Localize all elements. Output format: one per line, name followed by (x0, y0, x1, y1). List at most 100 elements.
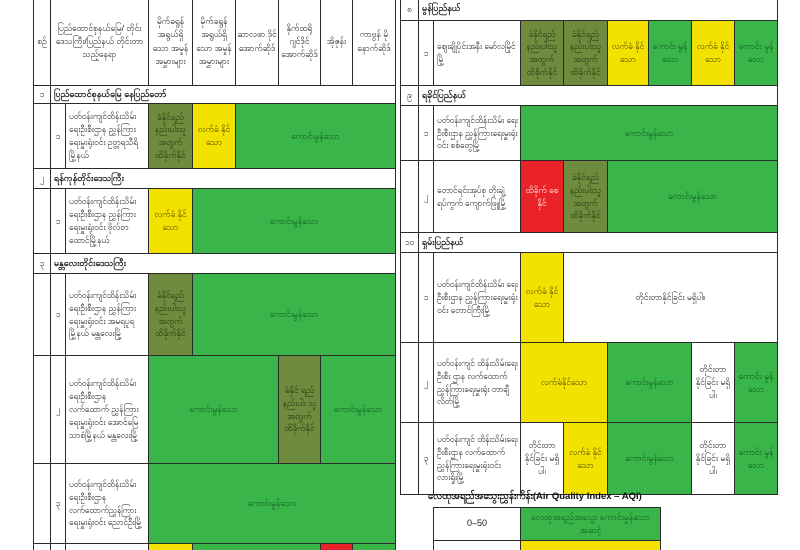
aqi-status-cell: တိုင်းတာ နိုင်ခြင်း မရှိပါ၊ (691, 422, 735, 495)
section-number: ၈ (400, 0, 419, 21)
empty-cell (33, 273, 51, 356)
aqi-status-cell: ကောင်း မွန် သော (648, 20, 692, 86)
data-row: ၁ ပတ်ဝန်းကျင်ထိန်းသိမ်း ရေးဦးစီးဌာန ညွှန… (400, 252, 779, 343)
col-header-pm10: မိုက်ခရွန် အရွယ်ရှိ သော အမှုန် အမွှားမျာ… (148, 0, 194, 86)
row-number: ၂ (418, 160, 434, 233)
section-name: ရန်ကုန်တိုင်းဒေသကြီး (49, 168, 397, 189)
location-cell: ဈေးချိုပိုင်းအနီး မော်လမြိုင်မြို့ (433, 20, 521, 86)
empty-cell (33, 103, 51, 169)
row-number: ၁ (50, 103, 66, 169)
aqi-status-cell: ကောင်း မွန် သော (733, 342, 779, 423)
table-header-row: စဉ် ပြည်ထောင်စုနယ်မြေ/ တိုင်းဒေသကြီး/ပြည… (33, 0, 397, 86)
data-row: ၂ ပတ်ဝန်းကျင်ထိန်းသိမ်း ရေးဦးစီးဌာန လက်ထ… (33, 355, 397, 464)
aqi-status-cell: လက်ခံ နိုင်သော (607, 20, 649, 86)
data-row: ၁ ပတ်ဝန်းကျင်ထိန်းသိမ်း ရေးဦးစီးဌာန ညွှန… (400, 105, 779, 161)
aqi-status-cell: ကောင်းမွန်သော (607, 422, 692, 495)
aqi-status-cell: လက်ခံ နိုင်သော (520, 252, 564, 343)
aqi-status-cell: ကောင်းမွန်သော (192, 188, 397, 254)
aqi-status-cell: ကောင်းမွန်သော (320, 355, 397, 464)
empty-cell (400, 160, 419, 233)
row-number: ၃ (418, 422, 434, 495)
section-row-mon: ၈ မွန်ပြည်နယ် (400, 0, 779, 21)
aqi-status-cell: ကောင်း မွန် သော (733, 422, 779, 495)
aqi-table-left: စဉ် ပြည်ထောင်စုနယ်မြေ/ တိုင်းဒေသကြီး/ပြည… (33, 0, 397, 550)
aqi-status-cell: ကောင်းမွန်သော (148, 355, 280, 464)
section-number: ၁၀ (400, 232, 419, 253)
section-number: ၉ (400, 85, 419, 106)
aqi-legend: လေထုအရည်အသွေးညွှန်းကိန်း(Air Quality Ind… (428, 490, 678, 550)
row-number: ၁ (50, 273, 66, 356)
section-name: မွန်ပြည်နယ် (417, 0, 779, 21)
col-header-co: ကာဗွန် မို နောက်ဆိုဒ် (352, 0, 397, 86)
aqi-status-cell: ကောင်းမွန်သော (235, 103, 397, 169)
data-row: ၁ ပတ်ဝန်းကျင်ထိန်းသိမ်း ရေးဦးစီးဌာန ညွှန… (33, 273, 397, 356)
aqi-status-cell: တိုင်းတာနိုင်ခြင်း မရှိပါ။ (562, 252, 779, 343)
section-number: ၃ (33, 253, 51, 274)
empty-cell (400, 342, 419, 423)
data-row: ၂ ပတ်ဝန်းကျင် ထိန်းသိမ်းရေးဦးစီး ဌာန လက်… (400, 342, 779, 423)
aqi-status-cell: ကောင်းမွန်သော (607, 342, 692, 423)
section-name: မန္တလေးတိုင်းဒေသကြီး (49, 253, 397, 274)
location-cell: ပတ်ဝန်းကျင်ထိန်းသိမ်း ရေးဦးစီးဌာန ညွှန်က… (64, 273, 150, 356)
aqi-status-cell (148, 543, 194, 550)
location-cell: ပတ်ဝန်းကျင်ထိန်းသိမ်း ရေးဦးစီးဌာန ညွှန်က… (433, 105, 521, 161)
row-number: ၁ (418, 252, 434, 343)
section-row-rakhine: ၉ ရခိုင်ပြည်နယ် (400, 85, 779, 106)
aqi-status-cell: ခံနိုင် ရည် နည်းပါး သူ အတွက် ထိခိုက်နိုင… (278, 355, 322, 464)
aqi-status-cell: ခံနိုင်ရည် နည်းပါးသူ အတွက် ထိခိုက်နိုင် (563, 20, 608, 86)
section-row-shan: ၁၀ ရှမ်းပြည်နယ် (400, 232, 779, 253)
legend-status-cell: လေထုအရည်အသွေး ကောင်းမွန်သောအဆင့် (520, 507, 661, 541)
data-row: ၂ တောင်ရင်းအုပ်စု တိုးချဲ့ရပ်ကွက် ကျောက်… (400, 160, 779, 233)
aqi-status-cell: ကောင်းမွန်သော (519, 105, 779, 161)
section-name: ရခိုင်ပြည်နယ် (417, 85, 779, 106)
aqi-status-cell: ကောင်းမွန်သော (192, 273, 397, 356)
col-header-o3: အိုဇုန်း (320, 0, 354, 86)
aqi-status-cell (320, 543, 354, 550)
aqi-status-cell: တိုင်းတာ နိုင်ခြင်း မရှိပါ၊ (520, 422, 564, 495)
legend-range (433, 540, 521, 550)
location-cell: ပတ်ဝန်းကျင်ထိန်းသိမ်း ရေးဦးစီးဌာန ညွှန်က… (64, 103, 150, 169)
row-number: ၁ (418, 105, 434, 161)
aqi-status-cell: ခံနိုင်ရည် နည်းပါးသူ အတွက် ထိခိုက်နိုင် (148, 273, 194, 356)
aqi-status-cell: ခံနိုင်ရည် နည်းပါးသူ အတွက် ထိခိုက်နိုင် (148, 103, 194, 169)
aqi-legend-table: 0–50 လေထုအရည်အသွေး ကောင်းမွန်သောအဆင့် (433, 507, 661, 550)
aqi-status-cell: လက်ခံ နိုင်သော (148, 188, 194, 254)
col-header-pm25: မိုက်ခရွန် အရွယ်ရှိ သော အမှုန် အမွှားမျာ… (192, 0, 237, 86)
aqi-status-cell: လက်ခံ နိုင်သော (192, 103, 237, 169)
section-number: ၁ (33, 85, 51, 104)
row-number: ၁ (418, 20, 434, 86)
col-header-so2: ဆာလဖာ ဒိုင် အောက်ဆိုဒ် (235, 0, 280, 86)
aqi-table-right: ၈ မွန်ပြည်နယ် ၁ ဈေးချိုပိုင်းအနီး မော်လမ… (400, 0, 779, 495)
row-number: ၁ (50, 188, 66, 254)
aqi-status-cell: ကောင်းမွန်သော (148, 463, 397, 544)
aqi-status-cell: ခံနိုင်ရည် နည်းပါးသူ အတွက် ထိခိုက်နိုင် (563, 160, 608, 233)
section-name: ပြည်ထောင်စုနယ်မြေ နေပြည်တော် (49, 85, 397, 104)
aqi-status-cell: လက်ခံ နိုင်သော (563, 422, 608, 495)
location-cell: ပတ်ဝန်းကျင် ထိန်းသိမ်းရေးဦးစီးဌာန လက်ထော… (433, 422, 521, 495)
location-cell: ပတ်ဝန်းကျင်ထိန်းသိမ်း ရေးဦးစီးဌာန လက်ထော… (64, 355, 150, 464)
row-number: ၂ (50, 355, 66, 464)
location-cell: တောင်ရင်းအုပ်စု တိုးချဲ့ရပ်ကွက် ကျောက်ဖြ… (433, 160, 521, 233)
empty-cell (33, 355, 51, 464)
aqi-status-cell: ခံနိုင်ရည် နည်းပါးသူ အတွက် ထိခိုက်နိုင် (520, 20, 564, 86)
section-row-naypyidaw: ၁ ပြည်ထောင်စုနယ်မြေ နေပြည်တော် (33, 85, 397, 104)
col-header-no: စဉ် (33, 0, 51, 86)
aqi-status-cell (352, 543, 397, 550)
aqi-status-cell (192, 543, 322, 550)
aqi-status-cell: ကောင်းမွန်သော (606, 160, 779, 233)
section-row-mandalay: ၃ မန္တလေးတိုင်းဒေသကြီး (33, 253, 397, 274)
section-name: ရှမ်းပြည်နယ် (417, 232, 779, 253)
data-row-cut (33, 543, 397, 550)
data-row: ၁ ပတ်ဝန်းကျင်ထိန်းသိမ်း ရေးဦးစီးဌာန ညွှန… (33, 188, 397, 254)
data-row: ၃ ပတ်ဝန်းကျင်ထိန်းသိမ်း ရေးဦးစီးဌာန လက်ထ… (33, 463, 397, 544)
location-cell: ပတ်ဝန်းကျင် ထိန်းသိမ်းရေးဦးစီး ဌာန လက်ထေ… (433, 342, 521, 423)
empty-cell (400, 105, 419, 161)
section-row-yangon: ၂ ရန်ကုန်တိုင်းဒေသကြီး (33, 168, 397, 189)
row-number: ၂ (418, 342, 434, 423)
data-row: ၃ ပတ်ဝန်းကျင် ထိန်းသိမ်းရေးဦးစီးဌာန လက်ထ… (400, 422, 779, 495)
row-number: ၃ (50, 463, 66, 544)
aqi-status-cell: တိုင်းတာ နိုင်ခြင်း မရှိပါ၊ (691, 342, 735, 423)
empty-cell (64, 543, 150, 550)
data-row: ၁ ဈေးချိုပိုင်းအနီး မော်လမြိုင်မြို့ ခံန… (400, 20, 779, 86)
